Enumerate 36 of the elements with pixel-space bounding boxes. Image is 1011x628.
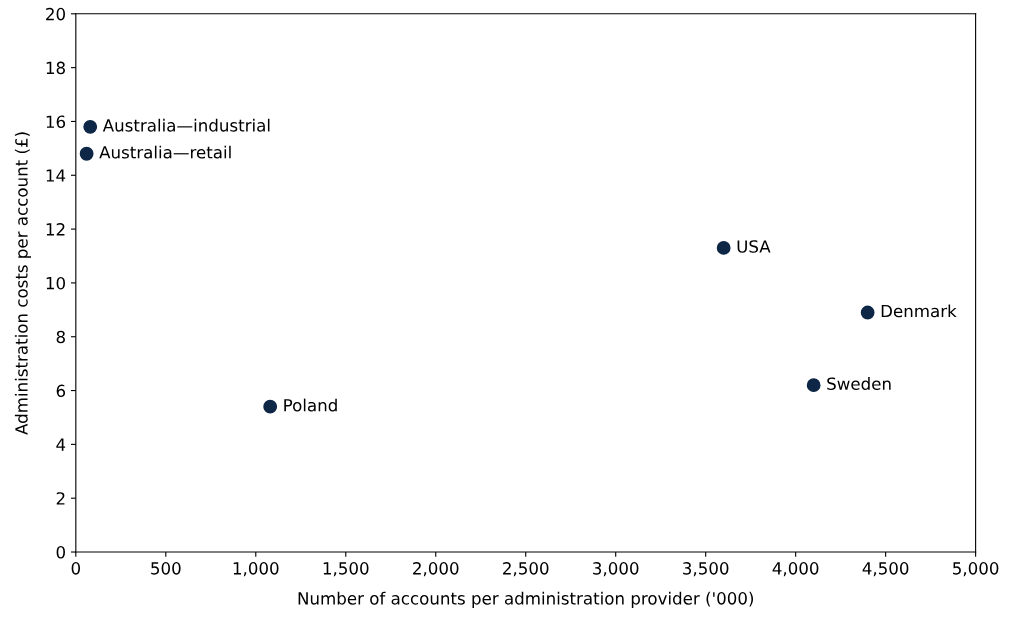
x-tick-label: 1,000 (233, 562, 279, 577)
y-tick-label: 16 (46, 115, 66, 129)
x-axis-title: Number of accounts per administration provider ('000) (298, 591, 754, 608)
x-tick-label: 0 (71, 562, 81, 575)
x-tick-label: 1,500 (323, 562, 369, 577)
annotation: Poland (284, 398, 337, 412)
annotation: Sweden (827, 377, 891, 391)
y-tick-label: 10 (46, 276, 65, 290)
annotation: Australia—industrial (102, 118, 270, 132)
x-tick-label: 3,500 (683, 562, 729, 577)
x-tick-label: 5,000 (953, 562, 999, 577)
annotation: Denmark (881, 304, 957, 318)
point (806, 378, 821, 393)
x-tick-label: 500 (151, 562, 181, 575)
y-tick-label: 6 (56, 384, 66, 398)
y-tick-label: 14 (46, 169, 66, 182)
point (83, 119, 98, 134)
y-tick-label: 4 (56, 438, 66, 451)
y-axis-title: Administration costs per account (£) (14, 132, 32, 435)
y-tick-label: 2 (56, 492, 65, 505)
y-tick-label: 12 (46, 223, 65, 236)
y-tick-label: 20 (46, 7, 65, 21)
annotation: USA (737, 240, 771, 253)
x-tick-label: 2,500 (503, 562, 549, 577)
point (263, 399, 278, 414)
annotation: Australia—retail (99, 145, 231, 159)
point (716, 241, 731, 255)
y-tick-label: 18 (46, 61, 65, 75)
x-tick-label: 4,000 (772, 562, 819, 577)
point (79, 146, 94, 161)
x-tick-label: 2,000 (413, 562, 459, 577)
x-tick-label: 4,500 (862, 562, 909, 577)
y-tick-label: 8 (56, 330, 65, 344)
x-tick-label: 3,000 (593, 562, 639, 577)
point (860, 305, 875, 320)
y-tick-label: 0 (56, 545, 65, 559)
